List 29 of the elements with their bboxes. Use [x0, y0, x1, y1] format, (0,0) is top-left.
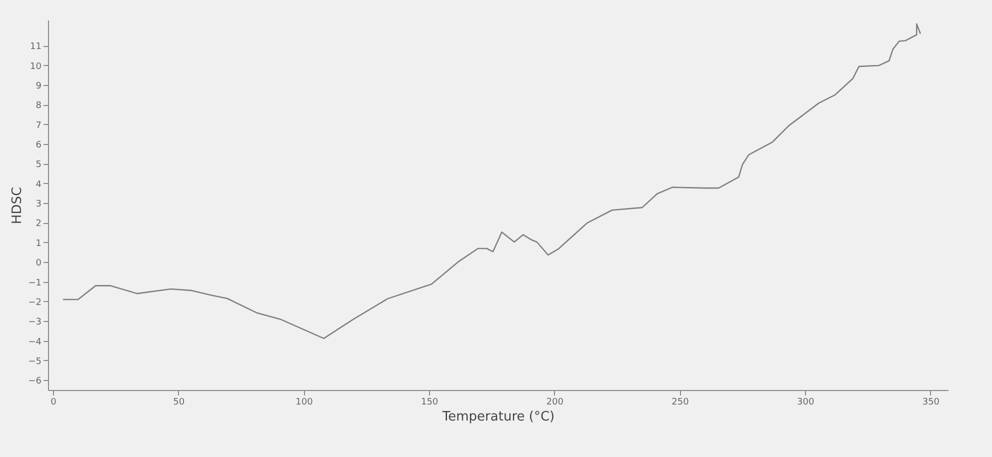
y-tick-label: −5 [28, 356, 42, 367]
x-tick-label: 350 [922, 398, 940, 408]
y-tick-label: −2 [28, 298, 42, 308]
y-tick-label: −1 [28, 278, 42, 288]
y-axis-title: HDSC [10, 186, 26, 224]
x-tick-label: 0 [50, 398, 57, 408]
y-tick-label: 1 [36, 238, 42, 249]
x-tick-label: 250 [672, 398, 690, 408]
y-tick-label: 11 [30, 42, 42, 52]
y-tick-label: 6 [36, 140, 42, 150]
y-tick-label: 5 [36, 160, 42, 170]
x-tick-label: 200 [546, 398, 564, 408]
y-tick-label: −4 [28, 337, 42, 348]
y-tick-label: 9 [36, 81, 42, 92]
x-tick-label: 50 [173, 398, 185, 408]
y-tick-label: −3 [28, 318, 42, 328]
x-tick-label: 300 [797, 398, 814, 408]
x-tick-label: 150 [420, 398, 438, 408]
y-tick-label: −6 [28, 376, 42, 387]
y-tick-label: 0 [36, 258, 42, 269]
line-series [62, 23, 922, 340]
y-tick-label: 2 [36, 219, 42, 230]
y-tick-label: 3 [36, 200, 42, 210]
x-axis-title: Temperature (°C) [441, 410, 555, 424]
y-tick-label: 4 [36, 180, 42, 190]
x-tick-label: 100 [296, 398, 314, 408]
y-tick-label: 8 [36, 101, 42, 112]
y-tick-label: 10 [30, 62, 42, 72]
y-tick-label: 7 [36, 120, 42, 131]
